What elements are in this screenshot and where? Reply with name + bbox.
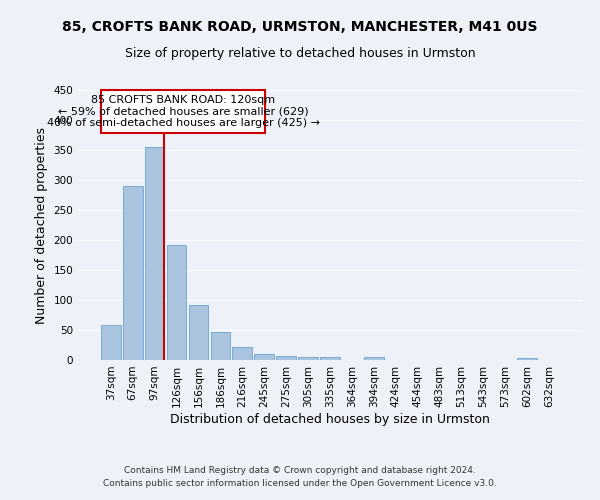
- Text: 85, CROFTS BANK ROAD, URMSTON, MANCHESTER, M41 0US: 85, CROFTS BANK ROAD, URMSTON, MANCHESTE…: [62, 20, 538, 34]
- Bar: [145, 147, 164, 360]
- FancyBboxPatch shape: [101, 90, 265, 133]
- Bar: [517, 358, 537, 360]
- Bar: [276, 356, 296, 360]
- Y-axis label: Number of detached properties: Number of detached properties: [35, 126, 48, 324]
- Bar: [298, 357, 318, 360]
- Bar: [167, 245, 187, 360]
- Bar: [123, 186, 143, 360]
- Bar: [101, 324, 121, 360]
- Text: Size of property relative to detached houses in Urmston: Size of property relative to detached ho…: [125, 48, 475, 60]
- Bar: [364, 357, 384, 360]
- Text: 85 CROFTS BANK ROAD: 120sqm: 85 CROFTS BANK ROAD: 120sqm: [91, 95, 275, 105]
- Bar: [188, 306, 208, 360]
- X-axis label: Distribution of detached houses by size in Urmston: Distribution of detached houses by size …: [170, 412, 490, 426]
- Bar: [232, 347, 252, 360]
- Text: ← 59% of detached houses are smaller (629): ← 59% of detached houses are smaller (62…: [58, 107, 308, 117]
- Text: Contains HM Land Registry data © Crown copyright and database right 2024.
Contai: Contains HM Land Registry data © Crown c…: [103, 466, 497, 487]
- Bar: [211, 332, 230, 360]
- Bar: [254, 354, 274, 360]
- Bar: [320, 357, 340, 360]
- Text: 40% of semi-detached houses are larger (425) →: 40% of semi-detached houses are larger (…: [47, 118, 320, 128]
